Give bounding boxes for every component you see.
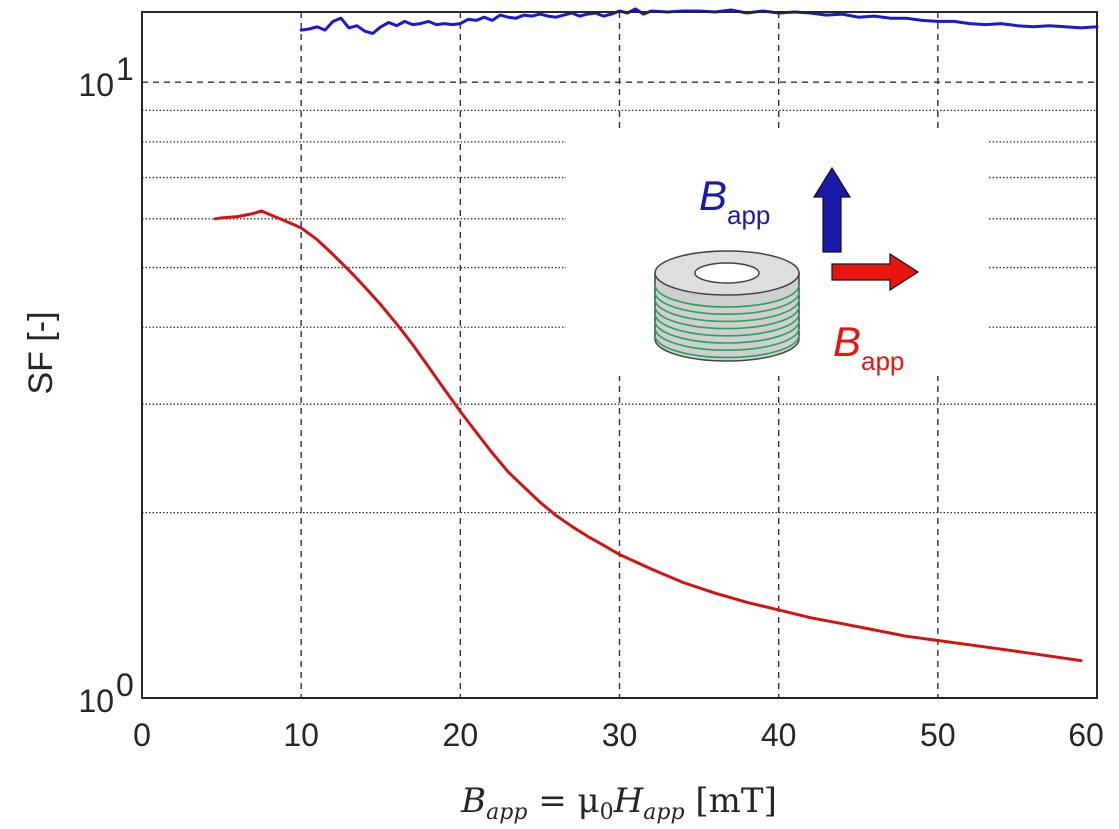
inset-illustration: Bapp Bapp (566, 128, 988, 376)
x-tick-label: 40 (761, 717, 797, 753)
x-tick-label: 20 (443, 717, 479, 753)
x-tick-label: 0 (133, 717, 151, 753)
x-tick-labels: 0 10 20 30 40 50 60 (133, 717, 1104, 753)
x-tick-label: 30 (602, 717, 638, 753)
y-tick-exponent: 1 (116, 51, 134, 87)
right-arrow-icon (831, 252, 920, 292)
y-tick-label: 10 (78, 683, 114, 719)
inset-label-blue: Bapp (699, 172, 770, 230)
up-arrow-icon (812, 166, 852, 253)
x-tick-label: 10 (283, 717, 319, 753)
data-series (213, 7, 1099, 663)
y-tick-exponent: 0 (116, 667, 134, 703)
stacked-ring-icon (654, 250, 800, 362)
x-tick-label: 60 (1068, 717, 1104, 753)
series-line-blue (299, 7, 1099, 35)
y-axis-label: SF [-] (22, 311, 60, 394)
y-tick-label: 10 (78, 67, 114, 103)
x-tick-label: 50 (920, 717, 956, 753)
inset-label-red: Bapp (833, 318, 904, 376)
svg-text:Bapp = μ0Happ [mT]: Bapp = μ0Happ [mT] (460, 781, 777, 825)
series-line-red (213, 209, 1083, 663)
x-axis-label: Bapp = μ0Happ [mT] (460, 781, 777, 825)
plot-frame (141, 11, 1098, 699)
